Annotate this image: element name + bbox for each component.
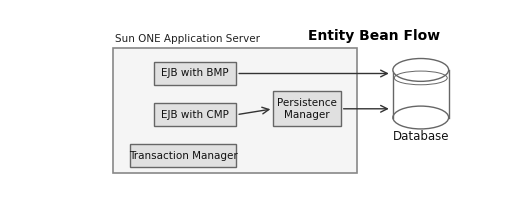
Text: Database: Database xyxy=(393,130,449,143)
Text: EJB with BMP: EJB with BMP xyxy=(161,69,229,78)
Text: Persistence
Manager: Persistence Manager xyxy=(277,98,337,120)
Bar xyxy=(113,48,357,173)
Bar xyxy=(154,103,236,126)
Bar xyxy=(154,62,236,85)
Text: Entity Bean Flow: Entity Bean Flow xyxy=(307,29,440,43)
Text: Transaction Manager: Transaction Manager xyxy=(129,151,238,161)
Bar xyxy=(393,70,449,117)
Bar xyxy=(130,144,236,167)
Ellipse shape xyxy=(393,106,449,129)
Text: EJB with CMP: EJB with CMP xyxy=(161,110,229,120)
Ellipse shape xyxy=(393,59,449,81)
Text: Sun ONE Application Server: Sun ONE Application Server xyxy=(115,34,260,44)
Bar xyxy=(273,91,341,126)
